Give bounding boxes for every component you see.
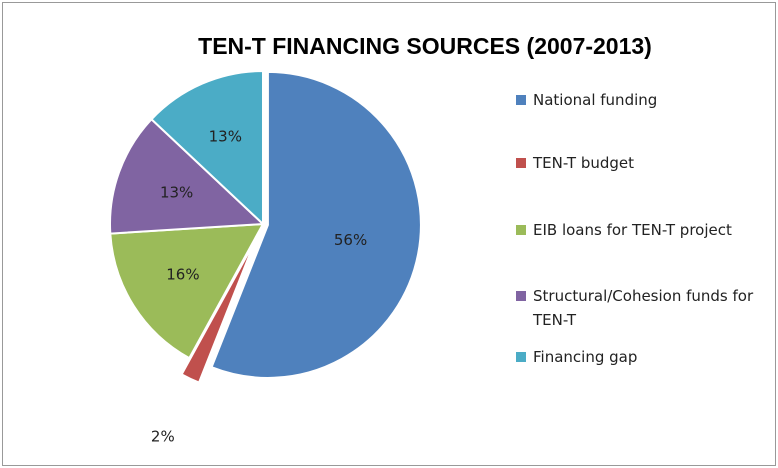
legend-swatch [516,158,526,168]
legend-label: Structural/Cohesion funds for TEN-T [533,287,754,329]
pie-slice [180,239,257,384]
slice-label: 13% [209,127,242,145]
legend-item: TEN-T budget [516,151,766,175]
slice-label: 13% [160,183,193,201]
pie-slice [109,117,266,235]
chart-title: TEN-T FINANCING SOURCES (2007-2013) [198,33,652,59]
slice-label: 2% [151,427,175,445]
legend-swatch [516,225,526,235]
legend-label: EIB loans for TEN-T project [533,221,732,239]
slice-label: 16% [166,265,199,283]
legend-swatch [516,352,526,362]
legend-item: EIB loans for TEN-T project [516,218,766,242]
legend-item: Structural/Cohesion funds for TEN-T [516,284,766,332]
legend-item: Financing gap [516,345,766,369]
legend-swatch [516,95,526,105]
slice-label: 56% [334,231,367,249]
legend-label: National funding [533,91,658,109]
legend-label: Financing gap [533,348,638,366]
pie-slice [210,70,422,379]
pie-slice [150,69,264,227]
legend-swatch [516,291,526,301]
legend-label: TEN-T budget [533,154,635,172]
legend-item: National funding [516,88,766,112]
pie-slice [109,222,265,360]
